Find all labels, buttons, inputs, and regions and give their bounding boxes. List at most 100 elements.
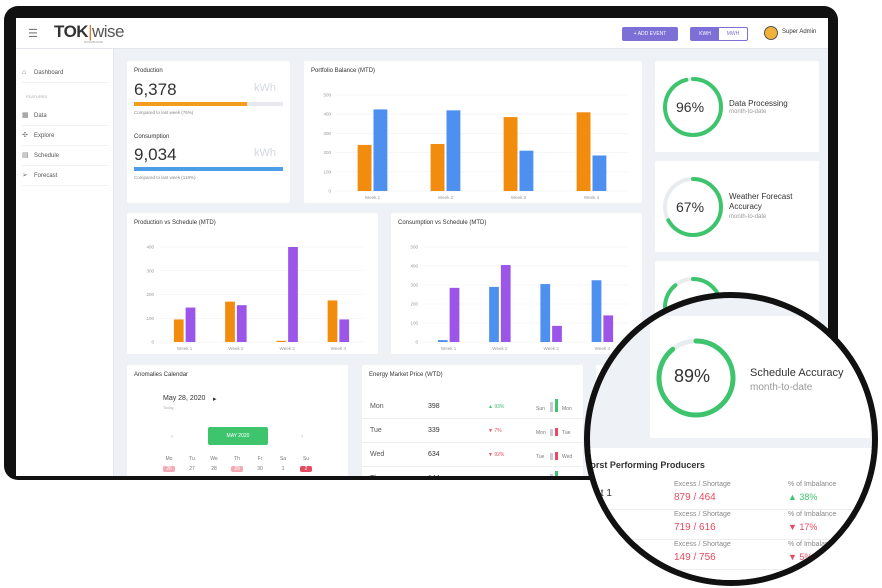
- x-tick-label: Week 2: [492, 346, 508, 351]
- bar[interactable]: [519, 150, 534, 191]
- bar[interactable]: [540, 284, 551, 342]
- calendar-month-button[interactable]: MAY 2020: [208, 427, 268, 445]
- bar[interactable]: [449, 287, 460, 342]
- sidebar-item-dashboard[interactable]: ⌂ Dashboard: [22, 63, 108, 83]
- energy-from: Tue: [536, 454, 545, 460]
- unit-mwh-option[interactable]: MWH: [726, 31, 740, 37]
- sidebar-item-explore[interactable]: ✣ Explore: [22, 126, 108, 146]
- calendar-day[interactable]: 29: [231, 466, 243, 472]
- bar[interactable]: [276, 340, 287, 342]
- bar[interactable]: [357, 144, 372, 191]
- bar[interactable]: [173, 319, 184, 342]
- explore-icon: ✣: [22, 132, 28, 139]
- magnifier-callout: 89% Schedule Accuracy month-to-date Wors…: [584, 292, 878, 586]
- production-title: Production: [134, 68, 163, 74]
- sidebar-item-data[interactable]: ▦ Data: [22, 106, 108, 126]
- weekday: Sa: [279, 456, 287, 462]
- x-tick-label: Week 4: [584, 195, 600, 200]
- energy-to: Mon: [562, 406, 572, 412]
- sidebar-item-forecast[interactable]: ➢ Forecast: [22, 166, 108, 186]
- bar[interactable]: [236, 305, 247, 342]
- portfolio-chart-title: Portfolio Balance (MTD): [311, 68, 376, 74]
- energy-mini-bar: [550, 453, 553, 460]
- x-tick-label: Week 1: [441, 346, 457, 351]
- x-tick-label: Week 2: [228, 346, 244, 351]
- bar[interactable]: [288, 247, 298, 342]
- menu-icon[interactable]: ☰: [28, 28, 38, 40]
- calendar-prev-month-icon[interactable]: ‹: [171, 434, 173, 440]
- y-tick-label: 0: [151, 340, 154, 345]
- calendar-today: Today: [163, 405, 174, 410]
- y-tick-label: 300: [323, 131, 331, 136]
- x-tick-label: Week 4: [595, 346, 611, 351]
- bar[interactable]: [327, 300, 338, 342]
- energy-mini-bar: [550, 429, 553, 436]
- production-unit: kWh: [254, 82, 276, 94]
- calendar-icon: ▤: [22, 152, 29, 159]
- bar[interactable]: [592, 155, 607, 191]
- y-tick-label: 400: [323, 112, 331, 117]
- producer-col-b: % of Imbalance: [788, 511, 837, 518]
- calendar-next-icon[interactable]: ▸: [213, 396, 217, 403]
- production-compare: Compared to last week (76%): [134, 110, 194, 115]
- producer-name: Client 1: [585, 488, 612, 499]
- bar[interactable]: [430, 143, 445, 191]
- bar[interactable]: [503, 117, 518, 191]
- calendar-day[interactable]: 2: [300, 466, 312, 472]
- avatar[interactable]: [764, 26, 778, 40]
- gauge-name: Data Processing: [729, 99, 788, 108]
- y-tick-label: 200: [410, 302, 418, 307]
- calendar-day[interactable]: 30: [257, 466, 263, 472]
- producer-pct: ▼ 5%: [788, 552, 813, 562]
- bar[interactable]: [576, 112, 591, 191]
- calendar-date: May 28, 2020: [163, 395, 206, 402]
- gauge-ring: [663, 177, 723, 237]
- gauge-value: 96%: [676, 99, 705, 115]
- unit-kwh-option[interactable]: KWH: [691, 28, 719, 40]
- bar[interactable]: [185, 307, 196, 342]
- bar[interactable]: [489, 286, 499, 342]
- gauge-sub: month-to-date: [729, 109, 767, 115]
- prod-vs-sched-title: Production vs Schedule (MTD): [134, 220, 216, 226]
- energy-row: Thu144▲ 61%WedThu: [362, 467, 583, 476]
- producer-value: 149 / 756: [674, 552, 716, 563]
- user-name[interactable]: Super Admin: [782, 29, 817, 35]
- consumption-title: Consumption: [134, 134, 170, 140]
- gauge-arc: [663, 77, 723, 137]
- producer-col-a: Excess / Shortage: [674, 481, 731, 488]
- energy-row: Tue 339 ▼ 7% Mon Tue: [362, 419, 583, 443]
- sidebar: ⌂ Dashboard FEATURES ▦ Data ✣ Explore ▤ Sche…: [16, 49, 114, 476]
- bar[interactable]: [591, 280, 602, 342]
- calendar-day[interactable]: 26: [163, 466, 175, 472]
- device-frame: ☰ TOK|wise DASHBOARD + ADD EVENT KWH MWH…: [4, 6, 838, 480]
- weekday: Th: [234, 456, 240, 462]
- bar[interactable]: [373, 109, 388, 191]
- bar[interactable]: [603, 315, 614, 342]
- calendar-day[interactable]: 27: [189, 466, 195, 472]
- bar[interactable]: [225, 301, 235, 342]
- y-tick-label: 200: [146, 292, 154, 297]
- bar[interactable]: [339, 319, 350, 342]
- consumption-unit: kWh: [254, 147, 276, 159]
- gauge-value: 89%: [674, 366, 711, 386]
- calendar-day[interactable]: 28: [211, 466, 217, 472]
- bar[interactable]: [437, 340, 448, 342]
- add-event-button[interactable]: + ADD EVENT: [622, 27, 678, 41]
- portfolio-chart-card: Portfolio Balance (MTD) 0 100 200 300 400 500…: [304, 61, 642, 203]
- sidebar-item-schedule[interactable]: ▤ Schedule: [22, 146, 108, 166]
- gauge-ring: [656, 338, 736, 418]
- producer-name: Client 3: [585, 548, 612, 559]
- sidebar-section-label: FEATURES: [26, 94, 48, 99]
- gauge-sub: month-to-date: [750, 382, 813, 393]
- bar[interactable]: [446, 110, 461, 191]
- gauge-arc: [656, 338, 736, 418]
- bar[interactable]: [500, 265, 511, 342]
- calendar-next-month-icon[interactable]: ›: [301, 434, 303, 440]
- bar[interactable]: [552, 325, 562, 342]
- energy-change: ▲ 93%: [488, 404, 505, 410]
- calendar-day[interactable]: 1: [281, 466, 285, 472]
- y-tick-label: 200: [323, 150, 331, 155]
- energy-day: Tue: [370, 427, 382, 434]
